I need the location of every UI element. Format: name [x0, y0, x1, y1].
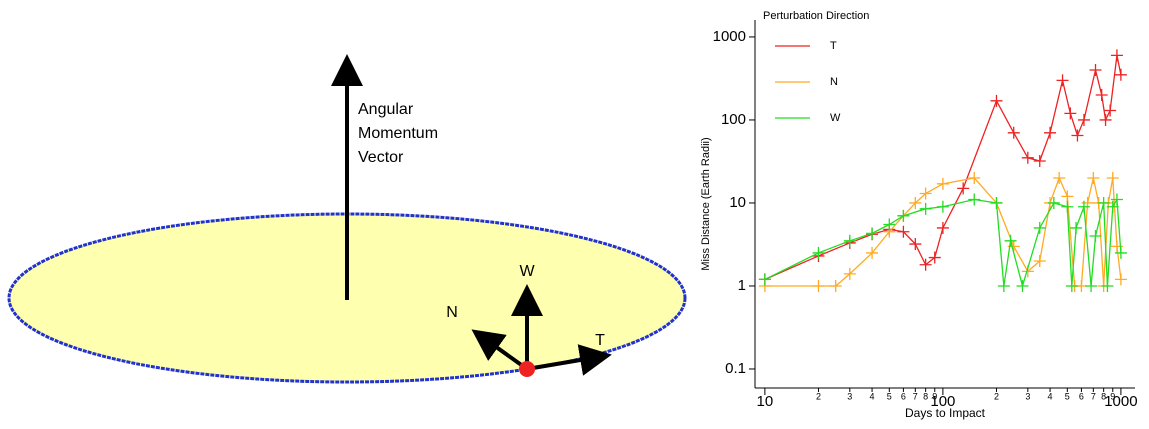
point-marker: [1066, 280, 1078, 292]
body: [519, 361, 535, 377]
y-tick-label: 1: [738, 277, 746, 294]
y-tick-label: 0.1: [725, 360, 746, 377]
y-tick-label: 1000: [713, 28, 746, 45]
x-tick-label: 7: [913, 391, 918, 401]
y-axis-label: Miss Distance (Earth Radii): [700, 137, 712, 270]
point-marker: [1115, 69, 1127, 81]
x-tick-label: 5: [887, 391, 892, 401]
diagram: Angular Momentum Vector W N T: [9, 62, 685, 382]
page: Angular Momentum Vector W N T 1023456789…: [0, 0, 1149, 424]
x-tick-label: 6: [901, 391, 906, 401]
t-label: T: [595, 332, 605, 349]
x-tick-label: 8: [923, 391, 928, 401]
x-tick-label: 3: [847, 391, 852, 401]
point-marker: [1064, 107, 1076, 119]
x-axis-label: Days to Impact: [905, 406, 986, 420]
w-label: W: [519, 263, 535, 280]
point-marker: [1107, 172, 1119, 184]
legend-title: Perturbation Direction: [763, 10, 869, 22]
y-tick-label: 10: [729, 194, 746, 211]
point-marker: [812, 280, 824, 292]
point-marker: [1034, 222, 1046, 234]
x-tick-label: 3: [1025, 391, 1030, 401]
point-marker: [998, 280, 1010, 292]
point-marker: [1057, 74, 1069, 86]
point-marker: [968, 194, 980, 206]
point-marker: [920, 259, 932, 271]
x-tick-label: 5: [1065, 391, 1070, 401]
point-marker: [1061, 190, 1073, 202]
point-marker: [920, 203, 932, 215]
x-tick-label: 10: [757, 393, 774, 410]
n-label: N: [446, 304, 458, 321]
x-tick-label: 1000: [1104, 393, 1137, 410]
point-marker: [1034, 155, 1046, 167]
vector-label: Momentum: [358, 125, 438, 142]
point-marker: [1115, 273, 1127, 285]
point-marker: [990, 95, 1002, 107]
point-marker: [1085, 280, 1097, 292]
point-marker: [957, 182, 969, 194]
y-tick-label: 100: [721, 111, 746, 128]
legend-label: W: [830, 112, 841, 124]
point-marker: [1096, 89, 1108, 101]
point-marker: [883, 219, 895, 231]
x-tick-label: 4: [1048, 391, 1053, 401]
point-marker: [929, 252, 941, 264]
x-tick-label: 6: [1079, 391, 1084, 401]
vector-label: Vector: [358, 149, 404, 166]
point-marker: [1070, 222, 1082, 234]
point-marker: [937, 222, 949, 234]
point-marker: [1087, 172, 1099, 184]
series-line: [765, 55, 1121, 279]
x-tick-label: 4: [870, 391, 875, 401]
x-tick-label: 2: [816, 391, 821, 401]
point-marker: [866, 227, 878, 239]
legend-label: T: [830, 40, 837, 52]
legend-label: N: [830, 76, 838, 88]
x-tick-label: 2: [994, 391, 999, 401]
vector-label: Angular: [358, 101, 414, 118]
point-marker: [759, 273, 771, 285]
point-marker: [1016, 280, 1028, 292]
point-marker: [1111, 49, 1123, 61]
point-marker: [937, 201, 949, 213]
x-tick-label: 7: [1091, 391, 1096, 401]
point-marker: [1078, 114, 1090, 126]
point-marker: [1022, 152, 1034, 164]
point-marker: [1061, 201, 1073, 213]
point-marker: [1053, 172, 1065, 184]
point-marker: [1071, 129, 1083, 141]
point-marker: [1044, 127, 1056, 139]
point-marker: [937, 178, 949, 190]
point-marker: [1008, 127, 1020, 139]
point-marker: [1090, 64, 1102, 76]
point-marker: [1090, 230, 1102, 242]
point-marker: [1005, 235, 1017, 247]
